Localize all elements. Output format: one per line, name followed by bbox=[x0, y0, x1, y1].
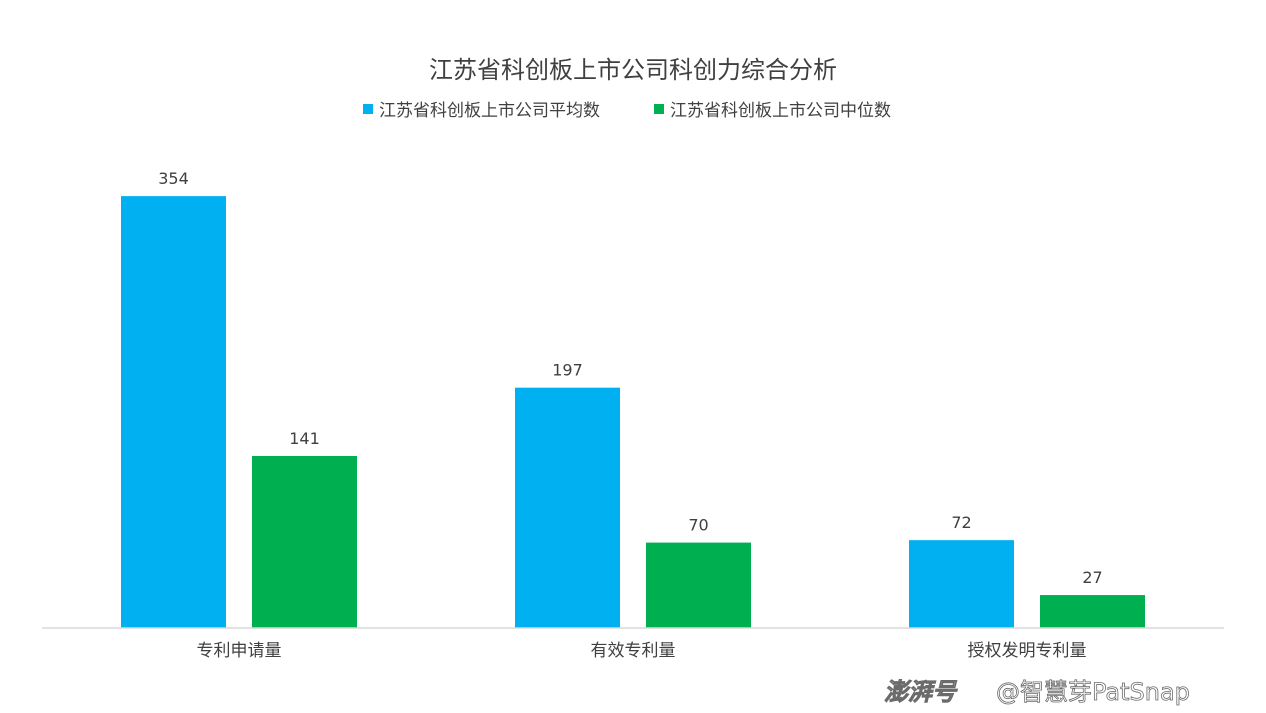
legend-label-average: 江苏省科创板上市公司平均数 bbox=[379, 101, 600, 121]
bar-patent-applications-average bbox=[121, 196, 226, 628]
watermark-logo: 澎湃号 bbox=[884, 678, 958, 706]
legend-swatch-average bbox=[363, 104, 373, 114]
data-label-valid-patents-average: 197 bbox=[552, 361, 583, 380]
chart-title: 江苏省科创板上市公司科创力综合分析 bbox=[429, 56, 837, 84]
bar-patent-applications-median bbox=[252, 455, 357, 628]
watermark-text: @智慧芽PatSnap bbox=[996, 678, 1190, 706]
data-label-granted-invention-patents-average: 72 bbox=[951, 513, 971, 532]
bar-valid-patents-average bbox=[515, 387, 620, 628]
legend: 江苏省科创板上市公司平均数 江苏省科创板上市公司中位数 bbox=[363, 101, 891, 121]
data-label-patent-applications-median: 141 bbox=[289, 429, 320, 448]
data-label-patent-applications-average: 354 bbox=[158, 169, 189, 188]
data-labels-group: 354 141 197 70 72 27 bbox=[158, 169, 1102, 587]
legend-swatch-median bbox=[654, 104, 664, 114]
x-tick-label-valid-patents: 有效专利量 bbox=[591, 641, 676, 661]
bar-granted-invention-patents-median bbox=[1040, 595, 1145, 628]
bar-valid-patents-median bbox=[646, 542, 751, 628]
watermark: 澎湃号 @智慧芽PatSnap bbox=[884, 678, 1191, 707]
bar-granted-invention-patents-average bbox=[909, 540, 1014, 628]
x-tick-label-granted-invention-patents: 授权发明专利量 bbox=[968, 641, 1087, 661]
legend-label-median: 江苏省科创板上市公司中位数 bbox=[670, 101, 891, 121]
data-label-granted-invention-patents-median: 27 bbox=[1082, 568, 1102, 587]
x-tick-labels: 专利申请量 有效专利量 授权发明专利量 bbox=[197, 641, 1087, 661]
data-label-valid-patents-median: 70 bbox=[688, 516, 708, 535]
x-tick-label-patent-applications: 专利申请量 bbox=[197, 641, 282, 661]
bars-group bbox=[121, 196, 1145, 628]
